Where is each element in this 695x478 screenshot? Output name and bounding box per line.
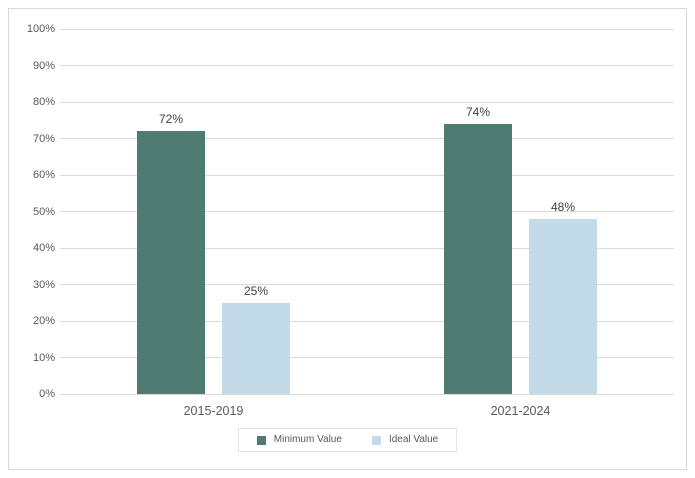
bar-chart-frame: 0% 10% 20% 30% 40% 50% 60% 70% 80% 90% 100% Minimu… — [8, 8, 687, 470]
gridline-80 — [60, 101, 674, 103]
y-tick-label: 0% — [39, 388, 55, 400]
legend-swatch-icon — [371, 435, 381, 445]
bar-ideal-value-2015-2019 — [222, 302, 290, 394]
gridline-0 — [60, 393, 674, 395]
y-tick-label: 30% — [32, 278, 55, 291]
x-tick-label: 2015-2019 — [183, 404, 244, 418]
gridline-20 — [60, 320, 674, 322]
gridline-100 — [60, 28, 674, 30]
y-tick-label: 100% — [26, 23, 55, 35]
plot-area — [60, 28, 674, 395]
y-tick-label: 20% — [32, 315, 55, 327]
x-tick-label: 2021-2024 — [490, 404, 551, 418]
gridline-40 — [60, 247, 674, 249]
gridline-90 — [60, 65, 674, 66]
bar-ideal-value-2021-2024 — [529, 218, 597, 394]
bar-minimum-value-2021-2024 — [444, 123, 512, 394]
y-tick-label: 10% — [32, 351, 55, 364]
y-tick-label: 40% — [32, 242, 55, 254]
data-label: 72% — [158, 112, 184, 127]
y-tick-label: 70% — [32, 132, 55, 145]
data-label: 48% — [550, 199, 576, 214]
y-tick-label: 80% — [32, 96, 55, 108]
y-axis: 0% 10% 20% 30% 40% 50% 60% 70% 80% 90% 100% — [9, 9, 55, 469]
bar-minimum-value-2015-2019 — [137, 131, 205, 394]
gridline-60 — [60, 174, 674, 176]
y-tick-label: 90% — [32, 59, 55, 72]
data-label: 25% — [243, 283, 269, 298]
data-label: 74% — [465, 104, 491, 119]
gridline-50 — [60, 211, 674, 212]
legend-label: Minimum Value — [273, 434, 342, 445]
legend-item-ideal-value: Ideal Value — [371, 434, 439, 446]
y-tick-label: 50% — [32, 205, 55, 218]
legend-label: Ideal Value — [388, 434, 439, 445]
legend-item-minimum-value: Minimum Value — [256, 434, 342, 446]
legend-box: Minimum Value Ideal Value — [237, 428, 458, 452]
gridline-10 — [60, 357, 674, 358]
y-tick-label: 60% — [32, 169, 55, 181]
gridline-70 — [60, 138, 674, 139]
legend-swatch-icon — [256, 435, 266, 445]
legend: Minimum Value Ideal Value — [9, 428, 686, 452]
gridline-30 — [60, 284, 674, 285]
